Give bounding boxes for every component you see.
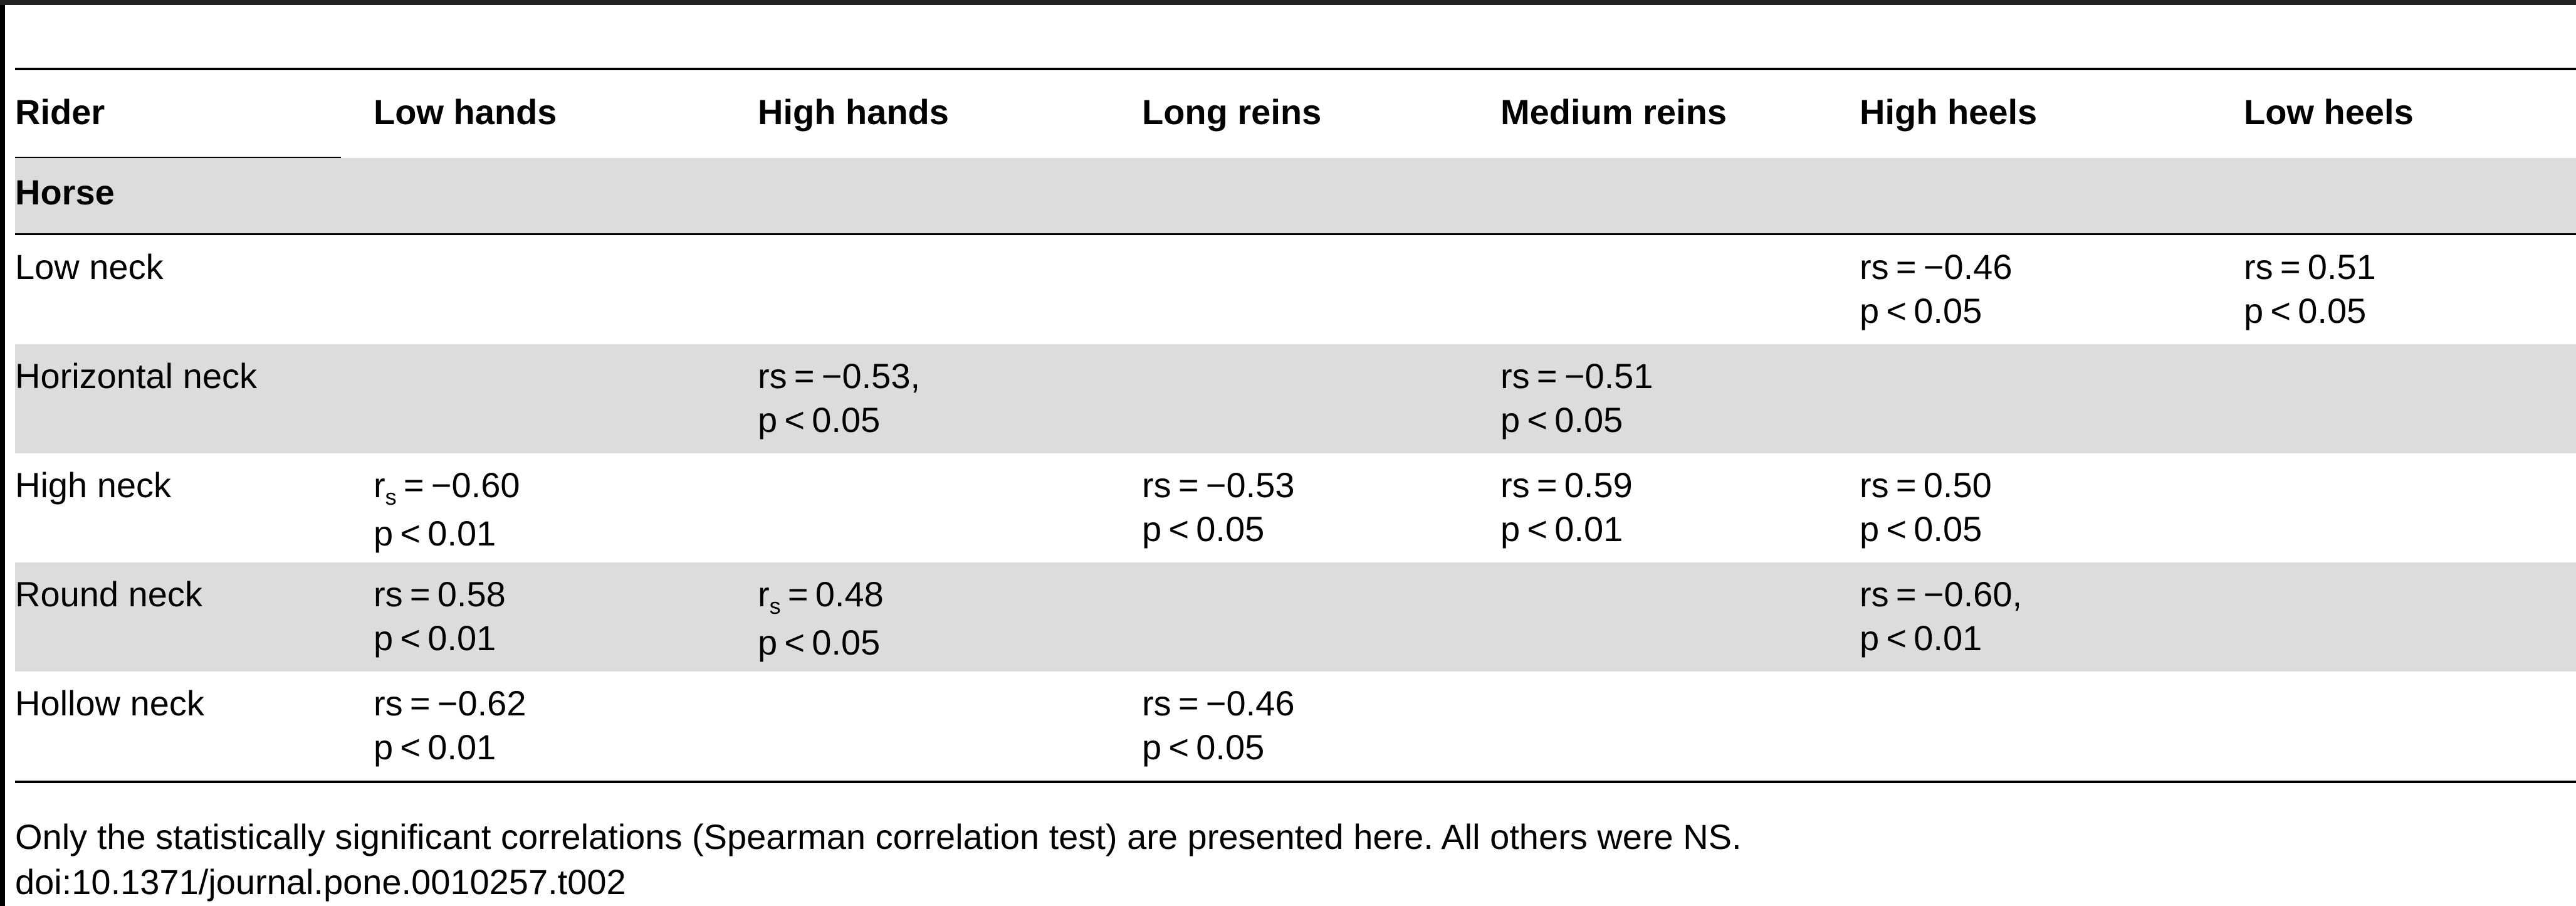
p-value: p < 0.01 (374, 727, 496, 767)
rs-value: rs = −0.53, (758, 356, 921, 396)
header-high-hands: High hands (758, 92, 949, 132)
correlation-cell: rs = 0.51 p < 0.05 (2244, 245, 2376, 333)
r-symbol: r (374, 465, 385, 505)
p-value: p < 0.05 (1142, 727, 1265, 767)
s-subscript: s (385, 484, 397, 510)
table-row: Hollow neck rs = −0.62 p < 0.01 rs = −0.… (15, 672, 2576, 781)
header-low-hands: Low hands (374, 92, 557, 132)
correlation-cell: rs = −0.46 p < 0.05 (1142, 682, 1294, 769)
group-label-horse: Horse (15, 172, 115, 212)
correlation-cell: rs = 0.50 p < 0.05 (1860, 463, 1992, 551)
rs-number: = −0.60 (396, 465, 520, 505)
rs-value: rs = 0.51 (2244, 247, 2376, 287)
rs-value-subscript: rs = −0.60 (374, 463, 520, 512)
doi-link[interactable]: doi:10.1371/journal.pone.0010257.t002 (15, 862, 626, 902)
correlation-cell: rs = 0.48 p < 0.05 (758, 572, 884, 665)
p-value: p < 0.05 (1500, 400, 1623, 440)
header-low-heels: Low heels (2244, 92, 2414, 132)
rs-value: rs = −0.46 (1142, 683, 1295, 723)
p-value: p < 0.01 (1860, 618, 1982, 658)
p-value: p < 0.05 (2244, 291, 2367, 330)
p-value: p < 0.05 (1860, 509, 1982, 549)
rs-value: rs = −0.62 (374, 683, 526, 723)
correlation-cell: rs = −0.53, p < 0.05 (758, 354, 920, 442)
table-row: Low neck rs = −0.46 p < 0.05 rs = 0.51 p… (15, 235, 2576, 344)
table-footnote: Only the statistically significant corre… (15, 817, 1742, 856)
table-top-rule (15, 68, 2576, 70)
rs-value: rs = −0.53 (1142, 465, 1295, 505)
correlation-cell: rs = −0.60 p < 0.01 (374, 463, 520, 556)
rs-value: rs = 0.58 (374, 574, 506, 614)
r-symbol: r (758, 574, 770, 614)
rider-header-underline (15, 157, 341, 159)
p-value: p < 0.01 (374, 514, 496, 553)
rs-value: rs = 0.50 (1860, 465, 1992, 505)
p-value: p < 0.05 (1860, 291, 1982, 330)
header-medium-reins: Medium reins (1500, 92, 1727, 132)
p-value: p < 0.05 (758, 623, 881, 662)
rs-value: rs = −0.51 (1500, 356, 1653, 396)
header-rider: Rider (15, 92, 105, 132)
s-subscript: s (769, 593, 781, 619)
left-border-rule (0, 0, 5, 906)
correlation-cell: rs = −0.51 p < 0.05 (1500, 354, 1653, 442)
row-label: High neck (15, 465, 172, 505)
p-value: p < 0.05 (1142, 509, 1265, 549)
correlation-cell: rs = −0.62 p < 0.01 (374, 682, 526, 769)
rs-value-subscript: rs = 0.48 (758, 572, 884, 621)
row-label: Hollow neck (15, 683, 204, 723)
row-label: Round neck (15, 574, 202, 614)
header-row: Rider Low hands High hands Long reins Me… (15, 70, 2576, 223)
p-value: p < 0.01 (1500, 509, 1623, 549)
correlation-cell: rs = −0.46 p < 0.05 (1860, 245, 2012, 333)
table-row: Horizontal neck rs = −0.53, p < 0.05 rs … (15, 344, 2576, 453)
p-value: p < 0.05 (758, 400, 881, 440)
group-rule (15, 233, 2576, 235)
table-row: High neck rs = −0.60 p < 0.01 rs = −0.53… (15, 453, 2576, 562)
rs-value: rs = −0.46 (1860, 247, 2013, 287)
row-label: Low neck (15, 247, 164, 287)
top-border-rule (0, 0, 2576, 5)
table-row: Round neck rs = 0.58 p < 0.01 rs = 0.48 … (15, 562, 2576, 672)
correlation-cell: rs = −0.53 p < 0.05 (1142, 463, 1294, 551)
correlation-cell: rs = −0.60, p < 0.01 (1860, 572, 2022, 660)
group-row-horse: Horse (15, 158, 2576, 233)
rs-value: rs = −0.60, (1860, 574, 2023, 614)
correlation-cell: rs = 0.59 p < 0.01 (1500, 463, 1633, 551)
header-long-reins: Long reins (1142, 92, 1322, 132)
p-value: p < 0.01 (374, 618, 496, 658)
row-label: Horizontal neck (15, 356, 257, 396)
rs-value: rs = 0.59 (1500, 465, 1633, 505)
table-bottom-rule (15, 781, 2576, 783)
rs-number: = 0.48 (780, 574, 884, 614)
correlation-cell: rs = 0.58 p < 0.01 (374, 572, 506, 660)
header-high-heels: High heels (1860, 92, 2038, 132)
